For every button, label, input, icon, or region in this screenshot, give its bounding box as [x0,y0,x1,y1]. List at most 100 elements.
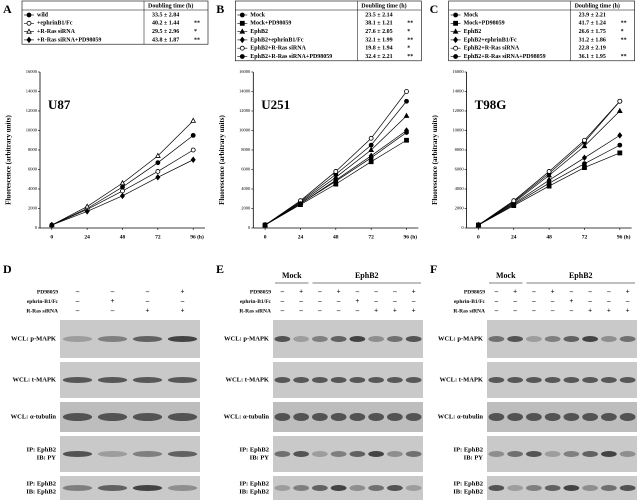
x-tick-label: 24 [511,234,517,240]
lane-sign: – [280,297,285,305]
blot-band [507,485,523,491]
blot-band [526,451,542,457]
data-point [403,112,410,118]
blot-band [544,413,561,421]
y-tick-label: 6000 [455,167,465,172]
data-point [84,208,90,215]
lane-sign: – [531,297,536,305]
y-tick-label: 16000 [239,69,251,74]
legend-marker [239,45,245,51]
blot-band [293,485,309,491]
blot-band [293,451,309,457]
data-point [404,89,409,94]
data-point [154,152,161,158]
blot-band [601,451,617,457]
doubling-time: 32.4 ± 2.21 [365,54,392,60]
blot-band [62,451,93,457]
blot-band [507,377,523,383]
treatment-label: R-Ras siRNA [239,308,271,314]
lane-sign: – [280,288,285,296]
data-point [404,98,409,104]
panel-letter: A [3,2,12,16]
legend-marker [239,28,246,34]
blot-band [582,485,598,491]
lane-sign: + [551,288,555,296]
legend-label: Mock [250,12,265,18]
blot-label: IP: EphB2 [27,480,56,487]
legend-label: +ephrinB1/Fc [37,21,73,27]
blot-label: IP: EphB2 [27,446,56,453]
lane-sign: + [412,307,416,315]
legend-label: +R-Ras siRNA+PD98059 [37,37,101,43]
data-point [368,155,374,161]
data-point [582,161,587,167]
legend-box [235,0,422,62]
data-point [368,146,375,153]
lane-sign: – [317,307,322,315]
lane-sign: – [494,297,499,305]
lane-sign: + [355,297,359,305]
chart-title: U251 [261,97,290,112]
blot-band [293,413,309,421]
legend-marker [452,28,459,34]
blot-image [60,476,200,500]
chart-title: T98G [475,97,507,112]
blot-band [293,377,309,383]
significance: ** [194,37,200,43]
blot-band [544,485,561,491]
y-tick-label: 4000 [241,186,251,191]
significance: ** [194,21,200,27]
data-point [84,203,91,209]
data-point [120,188,125,194]
panel-letter: B [216,2,224,16]
blot-band [132,336,163,342]
blot-band [330,451,347,457]
lane-sign: – [180,297,185,305]
blot-band [544,336,561,342]
x-tick-label: 48 [333,234,339,240]
blot-band [563,485,580,491]
lane-sign: + [588,307,592,315]
legend-label: Mock+PD98059 [250,21,291,27]
blot-band [582,377,598,383]
data-point [155,160,161,166]
legend-header: Doubling time (h) [575,2,620,9]
lane-sign: – [531,288,536,296]
legend-header: Doubling time (h) [361,2,406,9]
x-tick-label: 72 [582,234,588,240]
y-tick-label: 16000 [26,69,38,74]
blot-band [167,485,198,491]
x-tick-label: 72 [155,234,161,240]
blot-label: IP: EphB2 [454,446,483,453]
series-line [478,101,621,226]
blot-band [488,485,505,491]
significance: ** [621,54,627,60]
data-point [298,201,303,207]
treatment-label: ephrin-B1/Fc [454,299,486,305]
doubling-time: 43.8 ± 1.87 [152,37,179,43]
legend-marker [453,36,459,44]
legend-marker [453,12,459,18]
lane-sign: – [317,297,322,305]
blot-band [97,413,128,421]
significance: ** [407,37,413,43]
legend-box [21,0,209,45]
blot-band [330,377,347,383]
legend-label: EphB2+R-Ras siRNA+PD98059 [464,54,546,60]
blot-band [405,336,422,342]
doubling-time: 33.5 ± 2.84 [152,12,179,18]
blot-label: IP: EphB2 [454,480,483,487]
data-point [617,98,623,104]
x-tick-label: 48 [120,234,126,240]
blot-label: WCL: α-tubulin [11,413,57,420]
blot-band [167,413,198,421]
data-point [617,132,623,139]
y-tick-label: 14000 [239,89,251,94]
blot-label: WCL: p-MAPK [11,335,56,342]
blot-band [349,377,366,383]
blot-band [601,485,617,491]
blot-band [563,336,580,342]
blot-band [619,336,636,342]
significance: * [194,29,197,35]
blot-band [97,451,128,457]
